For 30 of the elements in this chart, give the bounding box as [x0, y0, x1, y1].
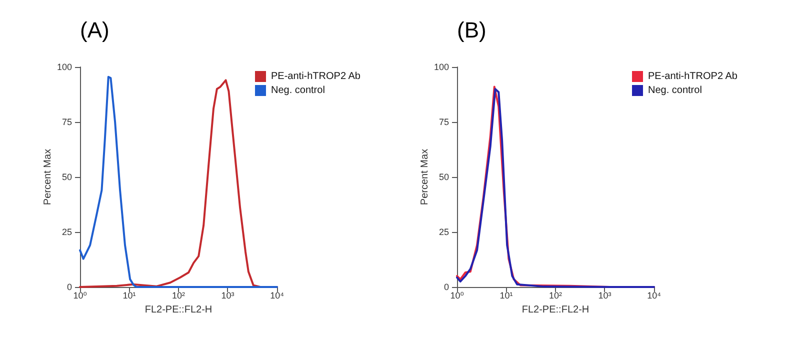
- chart-title: (B): [457, 18, 486, 42]
- x-tick-label: 10⁴: [270, 290, 284, 300]
- y-tick-label: 75: [438, 117, 449, 127]
- x-tick-label: 10³: [598, 290, 612, 300]
- legend-label: Neg. control: [271, 85, 325, 96]
- y-tick-label: 75: [62, 117, 72, 127]
- y-tick-label: 0: [444, 282, 449, 292]
- x-axis-title: FL2-PE::FL2-H: [144, 304, 212, 316]
- y-axis-title: Percent Max: [42, 148, 54, 206]
- x-tick-label: 10²: [548, 290, 562, 300]
- y-tick-label: 50: [438, 172, 449, 182]
- legend-label: Neg. control: [648, 85, 702, 96]
- y-tick-label: 100: [56, 62, 72, 72]
- x-axis-title: FL2-PE::FL2-H: [522, 304, 590, 316]
- x-tick-label: 10¹: [122, 290, 136, 300]
- legend-label: PE-anti-hTROP2 Ab: [648, 71, 738, 82]
- y-axis-title: Percent Max: [420, 148, 431, 206]
- y-tick-label: 25: [438, 227, 449, 237]
- x-tick-label: 10⁰: [450, 290, 464, 300]
- x-tick-label: 10²: [172, 290, 186, 300]
- y-tick-label: 50: [62, 172, 72, 182]
- x-tick-label: 10³: [221, 290, 234, 300]
- y-tick-label: 25: [62, 227, 72, 237]
- y-tick-label: 100: [434, 62, 449, 72]
- x-tick-label: 10⁰: [73, 290, 88, 300]
- x-tick-label: 10¹: [500, 290, 513, 300]
- x-tick-label: 10⁴: [647, 290, 662, 300]
- chart-title: (A): [80, 18, 110, 42]
- legend-label: PE-anti-hTROP2 Ab: [271, 71, 361, 82]
- y-tick-label: 0: [66, 282, 72, 292]
